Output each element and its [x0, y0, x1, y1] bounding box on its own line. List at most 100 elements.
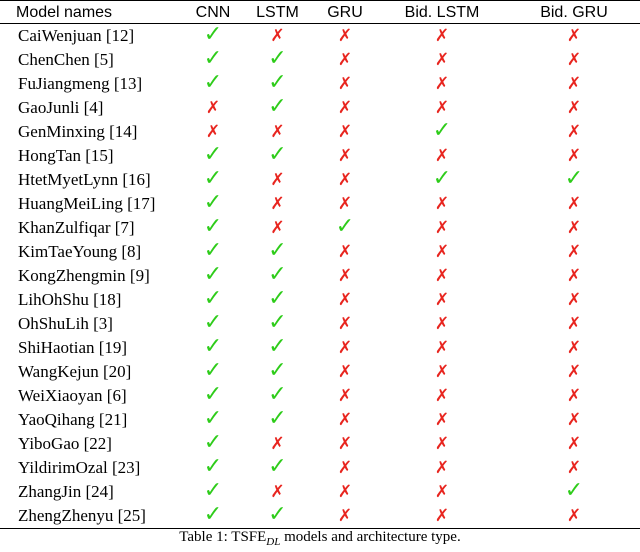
architecture-table-container: Model names CNN LSTM GRU Bid. LSTM Bid. …: [0, 0, 640, 529]
cross-icon: ✗: [337, 314, 353, 334]
cnn-cell: ✓: [185, 288, 241, 312]
check-icon: ✓: [203, 502, 223, 527]
cross-icon: ✗: [434, 74, 450, 94]
model-name-cell: ZhengZhenyu [25]: [0, 504, 185, 529]
check-icon: ✓: [203, 430, 223, 455]
bid-lstm-cell: ✗: [376, 312, 508, 336]
header-model-names: Model names: [0, 0, 185, 24]
bid-lstm-cell: ✗: [376, 360, 508, 384]
bid-gru-cell: ✗: [508, 96, 640, 120]
cross-icon: ✗: [337, 26, 353, 46]
cross-icon: ✗: [434, 218, 450, 238]
bid-gru-cell: ✗: [508, 240, 640, 264]
cross-icon: ✗: [566, 290, 582, 310]
bid-lstm-cell: ✗: [376, 480, 508, 504]
bid-lstm-cell: ✗: [376, 432, 508, 456]
model-name-cell: YiboGao [22]: [18, 434, 112, 453]
gru-cell: ✗: [314, 144, 376, 168]
gru-cell: ✗: [314, 264, 376, 288]
gru-cell: ✗: [314, 120, 376, 144]
cnn-cell: ✓: [185, 48, 241, 72]
cross-icon: ✗: [434, 50, 450, 70]
gru-cell: ✗: [314, 240, 376, 264]
caption-prefix: Table 1: TSFE: [179, 529, 267, 545]
check-icon: ✓: [203, 310, 223, 335]
cnn-cell: ✓: [185, 72, 241, 96]
cross-icon: ✗: [566, 458, 582, 478]
gru-cell: ✗: [314, 168, 376, 192]
table-row: KimTaeYoung [8] ✓ ✓ ✗ ✗ ✗: [0, 240, 640, 264]
table-row: ShiHaotian [19] ✓ ✓ ✗ ✗ ✗: [0, 336, 640, 360]
gru-cell: ✗: [314, 408, 376, 432]
check-icon: ✓: [432, 166, 452, 191]
cross-icon: ✗: [434, 98, 450, 118]
table-row: YiboGao [22] ✓ ✗ ✗ ✗ ✗: [0, 432, 640, 456]
cross-icon: ✗: [566, 194, 582, 214]
check-icon: ✓: [564, 166, 584, 191]
bid-lstm-cell: ✗: [376, 144, 508, 168]
model-name-cell: KimTaeYoung [8]: [18, 242, 142, 261]
cnn-cell: ✓: [185, 384, 241, 408]
bid-gru-cell: ✗: [508, 504, 640, 529]
lstm-cell: ✓: [241, 336, 314, 360]
cross-icon: ✗: [566, 338, 582, 358]
bid-gru-cell: ✗: [508, 384, 640, 408]
cnn-cell: ✓: [185, 144, 241, 168]
check-icon: ✓: [203, 358, 223, 383]
lstm-cell: ✓: [241, 384, 314, 408]
cnn-cell: ✓: [185, 216, 241, 240]
lstm-cell: ✗: [241, 192, 314, 216]
lstm-cell: ✓: [241, 48, 314, 72]
cross-icon: ✗: [434, 194, 450, 214]
gru-cell: ✗: [314, 24, 376, 49]
bid-gru-cell: ✗: [508, 216, 640, 240]
check-icon: ✓: [268, 502, 287, 527]
cross-icon: ✗: [434, 386, 450, 406]
lstm-cell: ✓: [241, 288, 314, 312]
model-name-cell: HuangMeiLing [17]: [18, 194, 156, 213]
bid-gru-cell: ✗: [508, 192, 640, 216]
lstm-cell: ✓: [241, 504, 314, 529]
gru-cell: ✗: [314, 312, 376, 336]
cnn-cell: ✗: [185, 120, 241, 144]
cross-icon: ✗: [337, 122, 353, 142]
cross-icon: ✗: [205, 122, 221, 142]
bid-gru-cell: ✗: [508, 72, 640, 96]
bid-lstm-cell: ✗: [376, 336, 508, 360]
bid-lstm-cell: ✗: [376, 456, 508, 480]
model-name-cell: ChenChen [5]: [18, 50, 114, 69]
lstm-cell: ✓: [241, 456, 314, 480]
check-icon: ✓: [203, 382, 223, 407]
cross-icon: ✗: [566, 26, 582, 46]
architecture-table: Model names CNN LSTM GRU Bid. LSTM Bid. …: [0, 0, 640, 529]
check-icon: ✓: [203, 70, 223, 95]
check-icon: ✓: [268, 46, 287, 71]
check-icon: ✓: [268, 406, 287, 431]
cross-icon: ✗: [434, 362, 450, 382]
cross-icon: ✗: [270, 218, 285, 238]
cross-icon: ✗: [434, 314, 450, 334]
cross-icon: ✗: [337, 266, 353, 286]
table-row: HongTan [15] ✓ ✓ ✗ ✗ ✗: [0, 144, 640, 168]
cross-icon: ✗: [337, 146, 353, 166]
check-icon: ✓: [268, 334, 287, 359]
check-icon: ✓: [268, 262, 287, 287]
cross-icon: ✗: [566, 506, 582, 526]
header-row: Model names CNN LSTM GRU Bid. LSTM Bid. …: [0, 0, 640, 24]
gru-cell: ✗: [314, 192, 376, 216]
check-icon: ✓: [203, 406, 223, 431]
cnn-cell: ✓: [185, 504, 241, 529]
cross-icon: ✗: [337, 170, 353, 190]
header-cnn: CNN: [185, 0, 241, 24]
cross-icon: ✗: [337, 410, 353, 430]
gru-cell: ✗: [314, 72, 376, 96]
header-lstm: LSTM: [241, 0, 314, 24]
caption-subscript: DL: [266, 536, 281, 548]
check-icon: ✓: [335, 214, 355, 239]
gru-cell: ✓: [314, 216, 376, 240]
cross-icon: ✗: [434, 146, 450, 166]
cross-icon: ✗: [566, 410, 582, 430]
table-row: GenMinxing [14] ✗ ✗ ✗ ✓ ✗: [0, 120, 640, 144]
gru-cell: ✗: [314, 480, 376, 504]
gru-cell: ✗: [314, 504, 376, 529]
